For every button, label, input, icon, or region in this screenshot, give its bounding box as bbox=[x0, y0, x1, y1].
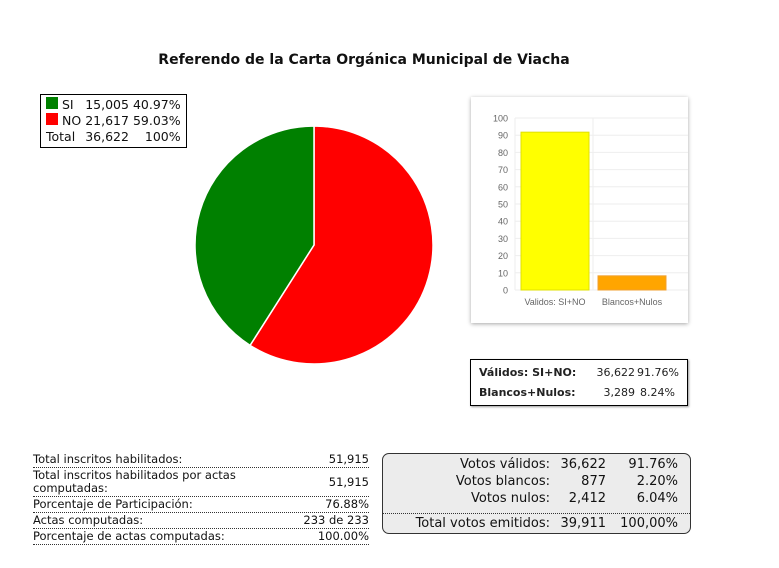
stat-value: 51,915 bbox=[328, 474, 369, 489]
pie-slice-si[interactable] bbox=[194, 125, 315, 347]
y-tick-label: 70 bbox=[498, 165, 508, 175]
x-tick-label: Validos: SI+NO bbox=[524, 297, 585, 307]
y-tick-label: 10 bbox=[498, 268, 508, 278]
stat-label: Total inscritos habilitados por actas co… bbox=[33, 468, 236, 495]
y-tick-label: 20 bbox=[498, 251, 508, 261]
stat-row: Actas computadas: 233 de 233 bbox=[33, 513, 369, 529]
bar-1[interactable] bbox=[597, 275, 667, 291]
stat-row: Total inscritos habilitados por actas co… bbox=[33, 468, 369, 497]
y-tick-label: 80 bbox=[498, 148, 508, 158]
stat-value: 76.88% bbox=[325, 497, 369, 511]
votes-total-row: Total votos emitidos: 39,911 100,00% bbox=[415, 516, 678, 531]
y-tick-label: 30 bbox=[498, 234, 508, 244]
stat-label: Actas computadas: bbox=[33, 513, 144, 527]
votes-null-row: Votos nulos: 2,412 6.04% bbox=[471, 491, 678, 506]
legend-row-si: SI 15,005 40.97% bbox=[44, 97, 183, 113]
stat-label: Porcentaje de Participación: bbox=[33, 497, 193, 511]
y-tick-label: 0 bbox=[503, 286, 508, 296]
bar-0[interactable] bbox=[520, 131, 590, 291]
legend-swatch-si bbox=[46, 97, 58, 109]
y-tick-label: 100 bbox=[493, 114, 508, 124]
x-tick-label: Blancos+Nulos bbox=[602, 297, 663, 307]
chart-title: Referendo de la Carta Orgánica Municipal… bbox=[158, 52, 570, 68]
stat-row: Total inscritos habilitados: 51,915 bbox=[33, 452, 369, 468]
y-tick-label: 60 bbox=[498, 182, 508, 192]
registration-stats: Total inscritos habilitados: 51,915 Total … bbox=[33, 452, 369, 545]
y-tick-label: 50 bbox=[498, 200, 508, 210]
stat-row: Porcentaje de actas computadas: 100.00% bbox=[33, 529, 369, 545]
legend-row-total: Total 36,622 100% bbox=[46, 129, 181, 144]
bar-chart: 0 10 20 30 40 50 60 70 80 90 100 Validos: SI+NO Blan… bbox=[493, 114, 688, 307]
votes-valid-row: Votos válidos: 36,622 91.76% bbox=[459, 457, 678, 472]
divider bbox=[383, 513, 690, 514]
y-tick-label: 40 bbox=[498, 217, 508, 227]
votes-blank-row: Votos blancos: 877 2.20% bbox=[455, 474, 678, 489]
legend-swatch-no bbox=[46, 113, 58, 125]
pie-slice-no[interactable] bbox=[249, 125, 434, 365]
pie-legend: SI 15,005 40.97% NO 21,617 59.03% Total 36,62… bbox=[40, 94, 187, 148]
legend-row-no: NO 21,617 59.03% bbox=[44, 113, 183, 129]
stat-label: Total inscritos habilitados: bbox=[33, 452, 183, 466]
stat-label: Porcentaje de actas computadas: bbox=[33, 529, 225, 543]
votes-summary-box: Votos válidos: 36,622 91.76% Votos blancos… bbox=[382, 453, 691, 534]
stat-value: 51,915 bbox=[328, 452, 369, 466]
pie-chart bbox=[194, 125, 434, 365]
stat-value: 233 de 233 bbox=[303, 513, 369, 527]
stat-row: Porcentaje de Participación: 76.88% bbox=[33, 497, 369, 513]
y-tick-label: 90 bbox=[498, 131, 508, 141]
valid-summary-box: Válidos: SI+NO: 36,622 91.76% Blancos+Nulo… bbox=[470, 359, 688, 406]
bar-chart-panel: 0 10 20 30 40 50 60 70 80 90 100 Validos: SI+NO Blan… bbox=[471, 97, 688, 323]
stat-value: 100.00% bbox=[317, 529, 369, 543]
